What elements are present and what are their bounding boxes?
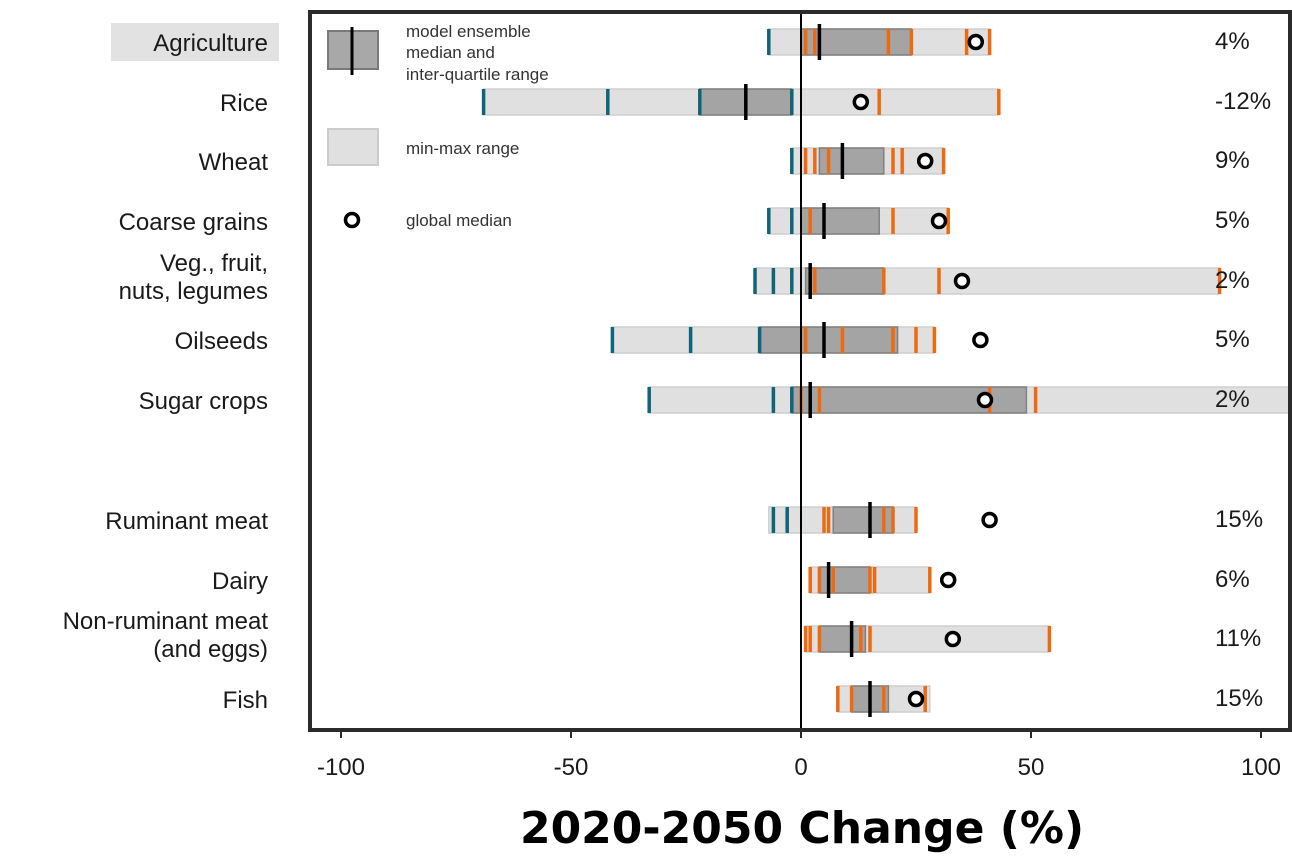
category-label: Rice	[220, 90, 268, 117]
category-label: Veg., fruit,	[160, 250, 268, 277]
category-label: Non-ruminant meat	[63, 608, 269, 635]
change-label: 5%	[1215, 326, 1250, 353]
x-axis: -100 -50 0 50 100	[317, 730, 1281, 781]
legend-iqr-label-2: median and	[406, 43, 495, 62]
row-fish	[836, 681, 931, 717]
global-median-marker	[916, 152, 934, 170]
change-label: 15%	[1215, 506, 1263, 533]
row-veg-fruit-nuts-legumes	[753, 263, 1222, 299]
category-label: Fish	[223, 687, 268, 714]
x-axis-title: 2020-2050 Change (%)	[520, 803, 1084, 854]
global-median-marker	[939, 571, 957, 589]
legend-iqr-label-1: model ensemble	[406, 22, 531, 41]
x-tick-label: -100	[317, 754, 365, 781]
category-labels: Agriculture Rice Wheat Coarse grains Veg., f…	[63, 23, 279, 714]
global-median-marker	[972, 331, 989, 349]
iqr-bar	[818, 625, 867, 653]
change-label: 11%	[1215, 625, 1261, 652]
legend-minmax-label: min-max range	[406, 139, 519, 158]
global-median-marker	[930, 212, 948, 230]
legend-minmax-swatch	[327, 128, 379, 166]
category-label: Oilseeds	[175, 328, 268, 355]
change-label: 2%	[1215, 386, 1250, 413]
change-label: 15%	[1215, 685, 1263, 712]
change-label: 6%	[1215, 566, 1250, 593]
row-sugar-crops	[647, 382, 1291, 418]
chart-series	[481, 24, 1291, 717]
change-labels: 4% -12% 9% 5% 2% 5% 2% 15% 6% 11% 15%	[1215, 28, 1271, 712]
row-rice	[481, 84, 1001, 120]
legend-global-median-label: global median	[406, 211, 512, 230]
row-oilseeds	[610, 322, 989, 358]
row-ruminant-meat	[768, 502, 998, 538]
row-coarse-grains	[767, 203, 950, 239]
x-tick-label: 0	[794, 754, 807, 781]
x-tick-label: 100	[1241, 754, 1281, 781]
category-label: Wheat	[199, 149, 269, 176]
x-tick-label: -50	[554, 754, 589, 781]
change-label: 5%	[1215, 207, 1250, 234]
iqr-bar	[800, 28, 913, 56]
change-label: -12%	[1215, 88, 1271, 115]
global-median-marker	[967, 33, 985, 51]
row-non-ruminant-meat-and-eggs	[803, 621, 1052, 657]
x-tick-label: 50	[1018, 754, 1045, 781]
category-label: Dairy	[212, 568, 268, 595]
iqr-bar	[758, 326, 899, 354]
global-median-marker	[852, 93, 870, 111]
legend-global-median-marker	[343, 211, 361, 229]
iqr-bar	[800, 207, 880, 235]
change-label: 4%	[1215, 28, 1250, 55]
change-label: 9%	[1215, 147, 1250, 174]
legend-iqr-label-3: inter-quartile range	[406, 65, 549, 84]
global-median-marker	[976, 391, 994, 409]
global-median-marker	[907, 690, 925, 708]
legend: model ensemble median and inter-quartile…	[327, 22, 549, 230]
global-median-marker	[981, 511, 998, 529]
category-label: Sugar crops	[139, 388, 268, 415]
row-wheat	[790, 143, 946, 179]
global-median-marker	[953, 272, 971, 290]
row-agriculture	[767, 24, 992, 60]
row-dairy	[808, 562, 957, 598]
iqr-bar	[804, 267, 885, 295]
category-label: Agriculture	[153, 30, 268, 57]
highlight-box	[111, 23, 279, 61]
category-label: (and eggs)	[153, 636, 268, 663]
category-label: Coarse grains	[119, 209, 268, 236]
category-label: nuts, legumes	[119, 278, 268, 305]
category-label: Ruminant meat	[105, 508, 268, 535]
change-label: 2%	[1215, 267, 1250, 294]
global-median-marker	[944, 630, 962, 648]
